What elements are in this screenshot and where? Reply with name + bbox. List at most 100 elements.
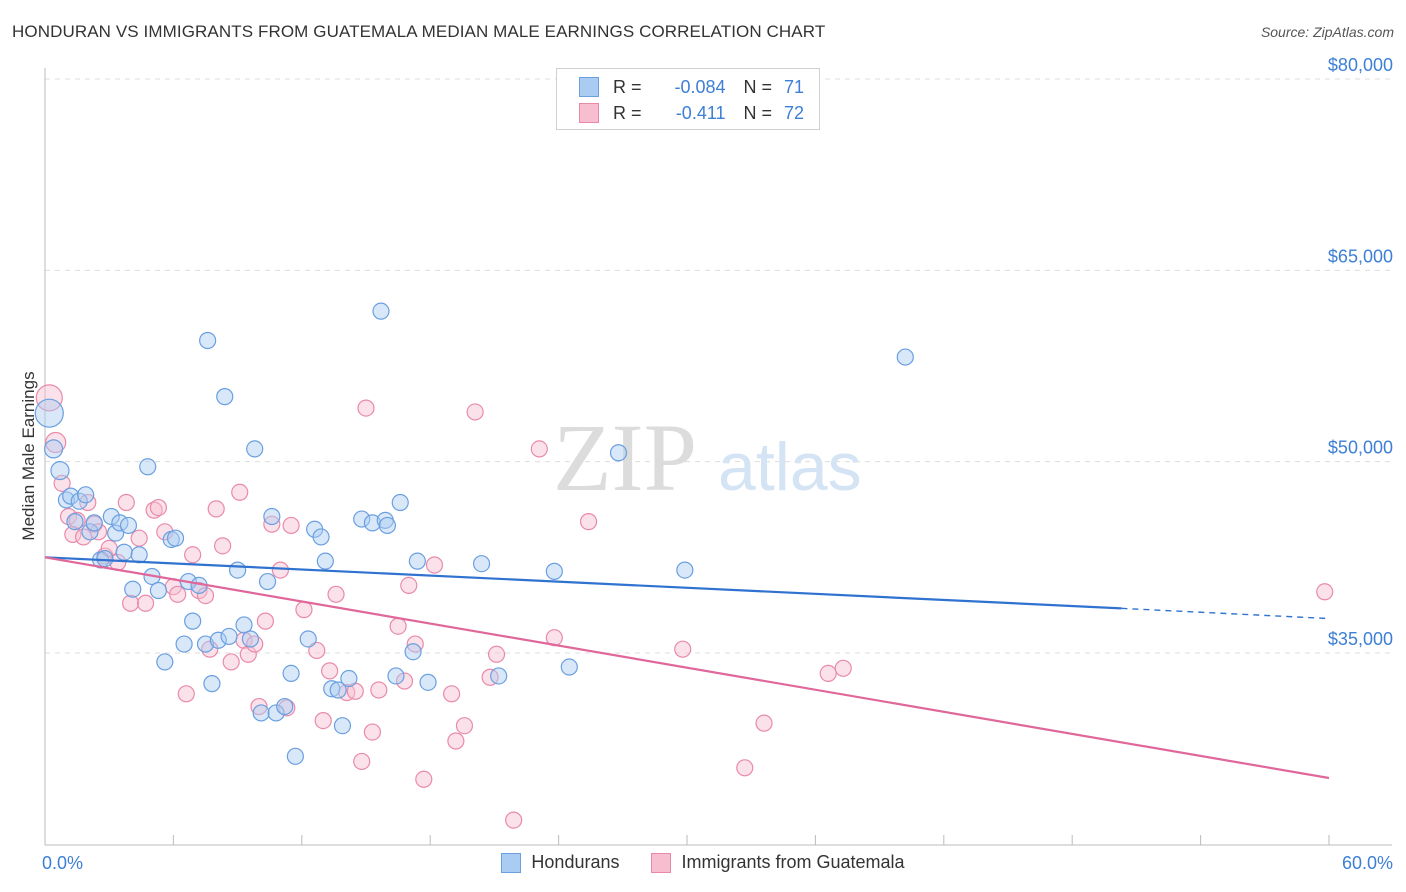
honduran-point — [545, 562, 563, 580]
guatemala-point — [295, 601, 313, 619]
axes — [44, 68, 1392, 846]
guatemala-point — [447, 732, 465, 750]
honduran-point — [378, 516, 396, 535]
guatemala-point — [389, 617, 407, 635]
guatemala-point — [834, 659, 852, 677]
guatemala-point — [579, 513, 598, 531]
legend-label-hondurans: Hondurans — [531, 852, 620, 872]
y-tick-label: $50,000 — [1328, 438, 1393, 458]
guatemala-point — [455, 717, 474, 735]
guatemala-point — [169, 585, 187, 603]
honduran-point — [34, 398, 64, 428]
guatemala-point — [321, 662, 339, 680]
guatemala-point — [363, 723, 382, 741]
honduran-point — [258, 572, 277, 591]
honduran-point — [235, 616, 253, 634]
honduran-point — [199, 331, 217, 350]
honduran-point — [372, 302, 390, 320]
y-tick-label: $65,000 — [1328, 246, 1393, 266]
legend-swatch-pink — [579, 103, 599, 123]
honduran-point — [166, 529, 185, 547]
honduran-point — [560, 658, 578, 676]
legend-r-label: R = — [613, 102, 642, 123]
guatemala-point — [117, 493, 135, 512]
honduran-point — [419, 673, 437, 691]
x-tick-label-end: 60.0% — [1342, 853, 1393, 873]
guatemala-point — [196, 586, 215, 605]
guatemala-trend-line — [44, 556, 1330, 780]
honduran-point — [70, 492, 88, 510]
honduran-point — [175, 635, 193, 653]
legend-swatch-blue — [501, 852, 522, 873]
guatemala-point — [466, 403, 484, 421]
y-axis-label: Median Male Earnings — [19, 371, 38, 540]
legend-n-label: N = — [743, 102, 773, 123]
y-tick-label: $80,000 — [1328, 55, 1393, 75]
guatemala-point — [64, 525, 82, 543]
series-hondurans-points — [34, 302, 914, 765]
guatemala-point — [256, 612, 275, 630]
honduran-point — [85, 514, 103, 532]
guatemala-point — [357, 399, 375, 417]
honduran-point — [220, 627, 238, 646]
legend-row-guatemala: R = -0.411 N = 72 — [579, 101, 804, 125]
guatemala-point — [282, 516, 300, 535]
guatemala-point — [425, 556, 444, 574]
guatemala-point — [136, 594, 155, 612]
legend-swatch-pink — [651, 852, 672, 873]
honduran-point — [387, 667, 405, 685]
honduran-point — [50, 460, 70, 481]
chart-title: HONDURAN VS IMMIGRANTS FROM GUATEMALA ME… — [12, 22, 826, 41]
honduran-point — [276, 697, 294, 716]
honduran-point — [77, 486, 95, 504]
honduran-point — [282, 664, 300, 683]
guatemala-point — [207, 500, 225, 518]
honduran-point — [62, 487, 80, 505]
honduran-point — [184, 612, 202, 630]
honduran-point — [676, 561, 694, 579]
legend-row-hondurans: R = -0.084 N = 71 — [579, 75, 804, 99]
honduran-point — [333, 717, 352, 735]
guatemala-point — [149, 498, 168, 517]
guatemala-point — [530, 440, 548, 458]
series-guatemala-points — [35, 384, 1334, 829]
honduran-point — [246, 440, 264, 458]
guatemala-point — [45, 431, 67, 454]
guatemala-point — [231, 483, 249, 501]
guatemala-point — [250, 697, 268, 716]
legend-n-label: N = — [743, 76, 773, 97]
guatemala-point — [130, 529, 148, 547]
guatemala-point — [736, 759, 754, 777]
honduran-point — [81, 523, 99, 541]
guatemala-point — [819, 664, 837, 683]
guatemala-point — [214, 537, 232, 555]
honduran-point — [408, 552, 426, 570]
y-tick-label: $35,000 — [1328, 629, 1393, 649]
guatemala-point — [122, 594, 140, 612]
source-credit: Source: ZipAtlas.com — [1260, 24, 1394, 40]
honduran-point — [609, 444, 628, 462]
guatemala-point — [184, 546, 202, 564]
legend-n-value: 71 — [784, 76, 805, 97]
honduran-trend-extension — [1121, 607, 1330, 620]
guatemala-point — [755, 714, 773, 732]
honduran-point — [241, 630, 260, 648]
honduran-point — [66, 513, 84, 531]
honduran-point — [896, 348, 914, 366]
honduran-point — [229, 561, 247, 579]
honduran-point — [316, 552, 334, 570]
guatemala-point — [353, 752, 371, 771]
correlation-legend: R = -0.084 N = 71 R = -0.411 N = 72 — [556, 68, 820, 130]
guatemala-point — [1316, 583, 1334, 601]
guatemala-point — [308, 641, 326, 660]
honduran-point — [263, 507, 281, 526]
guatemala-point — [35, 384, 63, 412]
honduran-point — [323, 680, 341, 698]
honduran-point — [353, 510, 371, 528]
series-legend: Hondurans Immigrants from Guatemala — [0, 852, 1406, 873]
guatemala-point — [222, 653, 240, 671]
honduran-point — [102, 507, 120, 526]
x-tick-label-start: 0.0% — [42, 853, 83, 873]
guatemala-point — [400, 576, 418, 594]
honduran-trend-line — [44, 556, 1122, 610]
